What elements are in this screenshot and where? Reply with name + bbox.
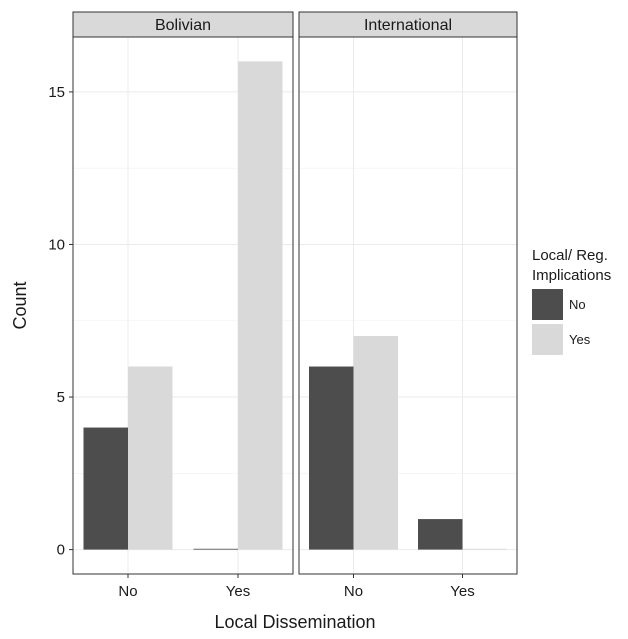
- bar-bolivian-yes-no: [193, 548, 238, 550]
- legend-title-line2: Implications: [532, 267, 612, 284]
- bar-international-no-no: [309, 366, 354, 550]
- bar-bolivian-yes-yes: [238, 61, 283, 550]
- legend-item-no: No: [532, 288, 628, 321]
- facet-label-bolivian: Bolivian: [155, 17, 211, 34]
- bar-bolivian-no-yes: [128, 366, 173, 550]
- y-tick-label: 5: [57, 389, 65, 406]
- facet-strip-international: [298, 11, 518, 38]
- y-axis-title: Count: [10, 281, 30, 329]
- x-axis-title: Local Dissemination: [214, 612, 375, 632]
- legend-swatch-yes: [532, 324, 563, 355]
- x-tick-label: Yes: [450, 583, 474, 600]
- legend-label-no: No: [569, 297, 586, 312]
- legend-title-line1: Local/ Reg.: [532, 247, 608, 264]
- legend-item-yes: Yes: [532, 323, 628, 356]
- x-tick-label: Yes: [226, 583, 250, 600]
- y-tick-label: 0: [57, 542, 65, 559]
- legend-swatch-no: [532, 289, 563, 320]
- bar-international-yes-yes: [462, 548, 507, 550]
- facet-strip-bolivian: [72, 11, 294, 38]
- x-tick-label: No: [118, 583, 137, 600]
- legend-label-yes: Yes: [569, 332, 591, 347]
- x-tick-label: No: [344, 583, 363, 600]
- facet-label-international: International: [364, 17, 452, 34]
- bar-international-yes-no: [418, 519, 463, 550]
- bar-bolivian-no-no: [83, 427, 128, 550]
- bar-international-no-yes: [353, 336, 398, 550]
- y-tick-label: 15: [48, 84, 65, 101]
- y-tick-label: 10: [48, 236, 65, 253]
- legend: Local/ Reg. Implications No Yes: [532, 246, 628, 356]
